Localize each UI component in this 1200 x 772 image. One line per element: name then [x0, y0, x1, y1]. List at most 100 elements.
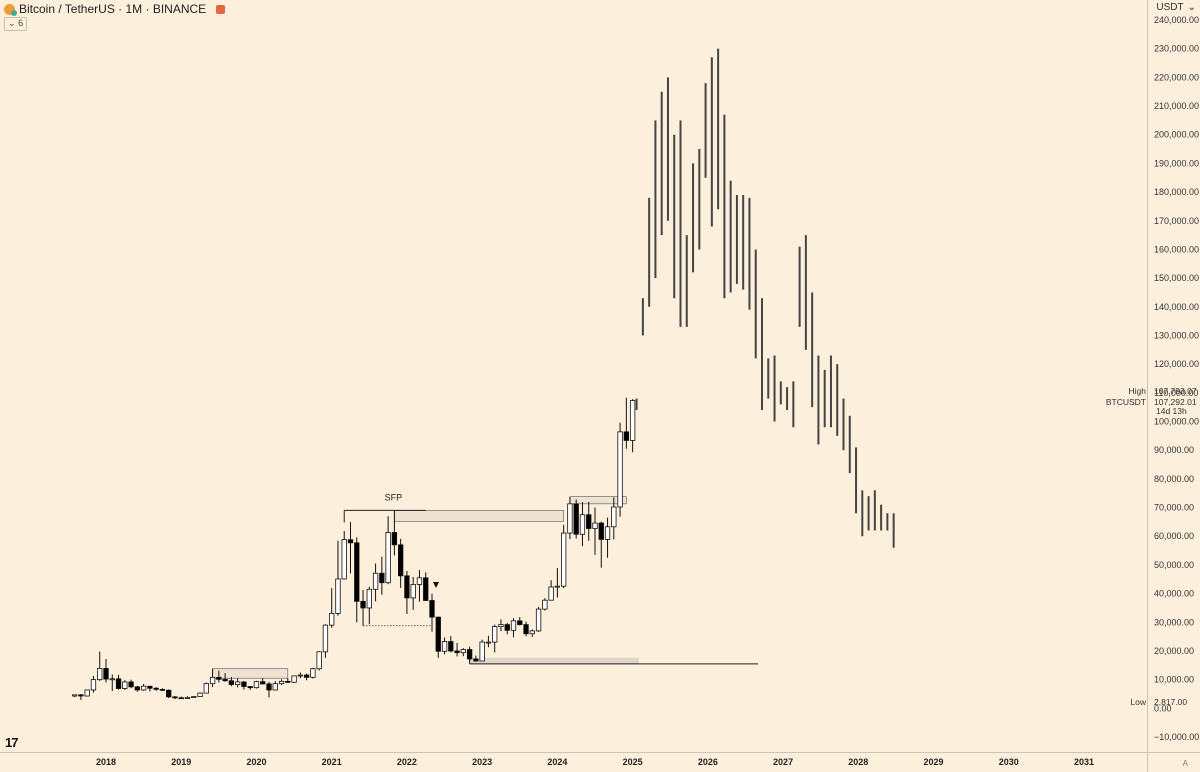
candle-down — [598, 522, 604, 540]
price-tick-label: 220,000.00 — [1154, 72, 1199, 82]
candle-down — [429, 600, 435, 618]
candle-up — [548, 586, 554, 601]
candle-down — [423, 577, 429, 601]
candle-down — [260, 681, 266, 685]
time-tick-label: 2018 — [96, 757, 116, 767]
candle-down — [303, 674, 310, 678]
candle-up — [441, 641, 448, 652]
candle-down — [222, 678, 228, 682]
chart-title[interactable]: Bitcoin / TetherUS · 1M · BINANCE — [19, 2, 207, 16]
price-tick-label: 150,000.00 — [1154, 273, 1199, 283]
time-tick-label: 2023 — [472, 757, 492, 767]
candle-up — [385, 532, 391, 584]
support-zone — [469, 657, 639, 664]
candle-down — [454, 650, 460, 654]
candle-down — [285, 680, 291, 683]
candle-up — [84, 689, 90, 697]
price-tick-label: 60,000.00 — [1154, 531, 1194, 541]
candle-up — [542, 599, 548, 610]
price-tick-label: 40,000.00 — [1154, 589, 1194, 599]
price-tick-label: 170,000.00 — [1154, 216, 1199, 226]
price-tick-label: 120,000.00 — [1154, 359, 1199, 369]
candle-up — [341, 539, 347, 580]
time-tick-label: 2020 — [246, 757, 266, 767]
candle-up — [592, 522, 598, 529]
price-tick-label: 230,000.00 — [1154, 44, 1199, 54]
candle-down — [523, 624, 529, 635]
candle-down — [517, 620, 523, 625]
candle-up — [297, 674, 304, 677]
candle-down — [391, 532, 398, 546]
candle-down — [397, 544, 404, 577]
time-tick-label: 2028 — [848, 757, 868, 767]
high-label: High — [1129, 386, 1147, 396]
price-tick-label: 210,000.00 — [1154, 101, 1199, 111]
candle-up — [335, 578, 341, 614]
candle-down — [178, 697, 184, 700]
candle-down — [586, 514, 592, 529]
candle-up — [560, 532, 567, 587]
candle-up — [191, 696, 197, 698]
auto-scale-button[interactable]: A — [1182, 759, 1188, 768]
candle-down — [435, 616, 441, 652]
candle-down — [504, 624, 510, 631]
low-value: 2,817.00 — [1154, 697, 1187, 707]
candle-down — [147, 685, 153, 689]
chart-header: Bitcoin / TetherUS · 1M · BINANCE — [4, 2, 226, 16]
candle-up — [322, 624, 329, 653]
price-tick-label: 110,000.00 — [1154, 388, 1198, 398]
low-label: Low — [1130, 697, 1146, 707]
candle-down — [134, 686, 141, 691]
price-tick-label: 100,000.00 — [1154, 417, 1199, 427]
candle-up — [272, 683, 278, 691]
candle-up — [203, 683, 209, 694]
time-tick-label: 2031 — [1074, 757, 1094, 767]
candle-up — [579, 514, 586, 535]
candle-up — [604, 526, 611, 540]
candle-up — [567, 503, 573, 534]
candle-down — [216, 676, 222, 680]
candle-up — [529, 630, 535, 635]
candle-up — [253, 681, 260, 689]
candle-up — [535, 608, 542, 632]
candle-down — [623, 431, 630, 441]
close-icon[interactable] — [216, 4, 226, 14]
candle-down — [354, 542, 360, 602]
range-box — [394, 510, 564, 522]
candle-down — [448, 641, 454, 652]
candle-down — [347, 539, 354, 544]
candle-down — [228, 680, 235, 685]
candle-down — [379, 572, 385, 584]
candle-down — [103, 668, 109, 680]
price-tick-label: 140,000.00 — [1154, 302, 1199, 312]
candle-down — [166, 689, 172, 698]
collapse-indicators-button[interactable]: ⌄ 6 — [4, 17, 28, 31]
price-tick-label: 70,000.00 — [1154, 503, 1194, 513]
candle-down — [159, 688, 166, 691]
currency-selector[interactable]: USDT ⌄ — [1156, 2, 1196, 13]
candle-up — [90, 679, 97, 691]
candle-up — [554, 585, 561, 588]
candle-down — [78, 694, 84, 697]
candle-down — [128, 681, 134, 688]
price-tick-label: 30,000.00 — [1154, 617, 1194, 627]
candle-up — [140, 685, 147, 691]
bar-countdown: 14d 13h — [1156, 406, 1187, 416]
candle-up — [122, 681, 128, 689]
price-tick-label: 50,000.00 — [1154, 560, 1194, 570]
range-box — [212, 668, 289, 679]
candle-up — [291, 675, 297, 683]
candle-up — [209, 676, 216, 685]
time-tick-label: 2030 — [999, 757, 1019, 767]
candle-down — [473, 658, 479, 662]
high-value: 107,793.07 — [1154, 386, 1197, 396]
candle-down — [266, 683, 272, 691]
candle-up — [416, 577, 423, 585]
price-tick-label: 10,000.00 — [1154, 675, 1194, 685]
candle-up — [329, 612, 335, 626]
time-tick-label: 2019 — [171, 757, 191, 767]
time-tick-label: 2024 — [547, 757, 567, 767]
price-tick-label: 180,000.00 — [1154, 187, 1199, 197]
price-tick-label: 240,000.00 — [1154, 15, 1199, 25]
